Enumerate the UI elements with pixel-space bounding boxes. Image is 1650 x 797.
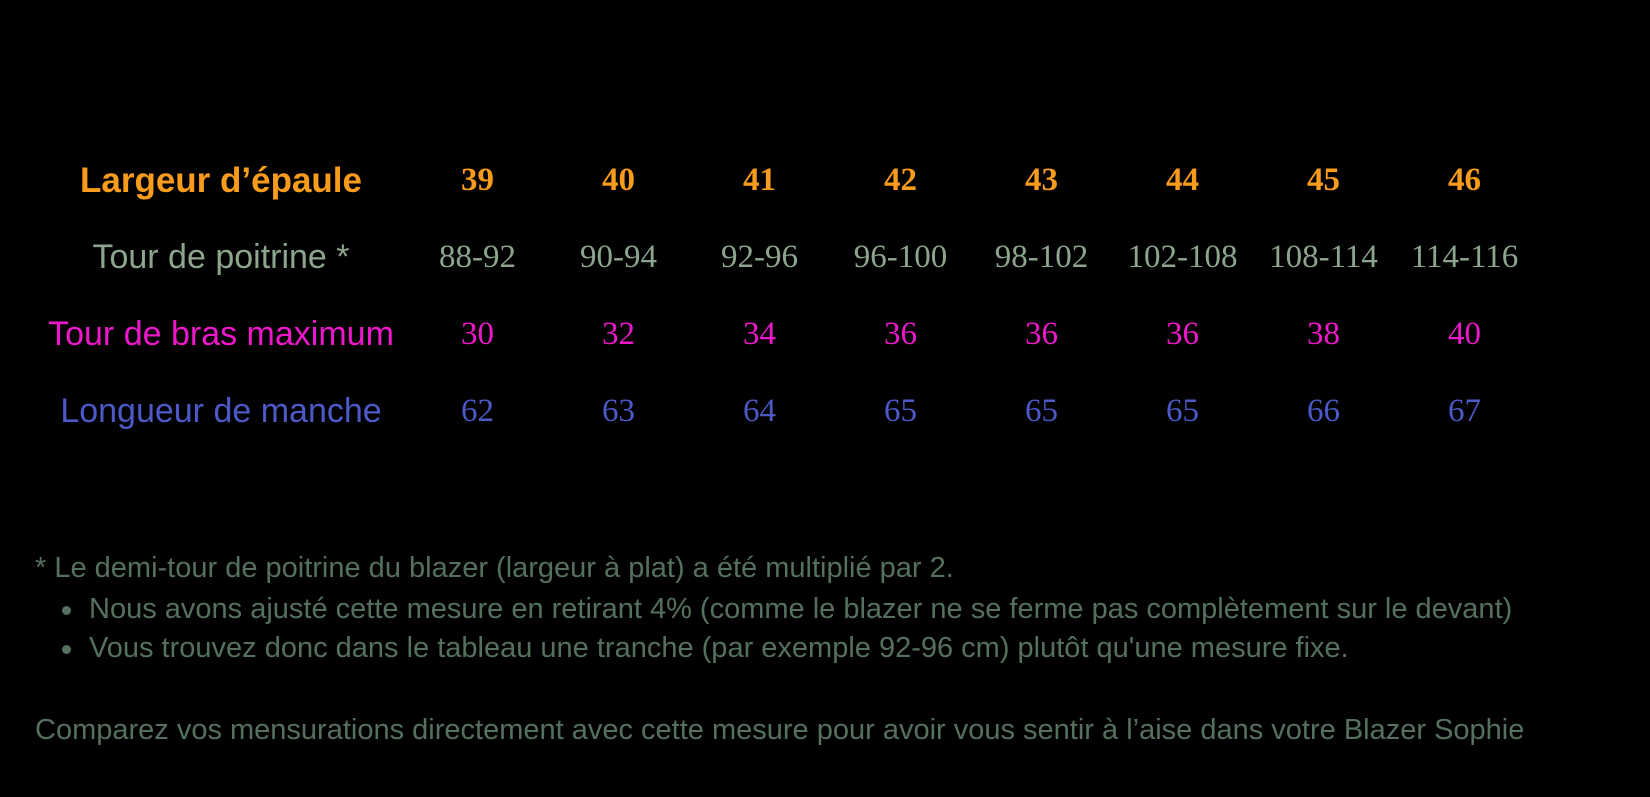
cell-largeur-depaule-1: 40 <box>602 162 635 198</box>
cell-largeur-depaule-6: 45 <box>1307 162 1340 198</box>
cell-longueur-de-manche-7: 67 <box>1448 393 1481 429</box>
cell-tour-de-poitrine-0: 88-92 <box>439 239 516 275</box>
cell-tour-de-bras-maximum-2: 34 <box>743 316 776 352</box>
footnote-asterisk: * Le demi-tour de poitrine du blazer (la… <box>35 552 954 584</box>
cell-tour-de-bras-maximum-1: 32 <box>602 316 635 352</box>
notes-block: * Le demi-tour de poitrine du blazer (la… <box>35 548 1610 779</box>
cell-largeur-depaule-4: 43 <box>1025 162 1058 198</box>
cell-tour-de-poitrine-4: 98-102 <box>994 239 1089 275</box>
closing-advice-text: Comparez vos mensurations directement av… <box>35 714 1525 746</box>
cell-largeur-depaule-2: 41 <box>743 162 776 198</box>
cell-longueur-de-manche-6: 66 <box>1307 393 1340 429</box>
cell-largeur-depaule-7: 46 <box>1448 162 1481 198</box>
row-label-tour-de-bras-maximum: Tour de bras maximum <box>48 315 394 353</box>
cell-tour-de-bras-maximum-0: 30 <box>461 316 494 352</box>
cell-longueur-de-manche-2: 64 <box>743 393 776 429</box>
size-chart-table: Largeur d’épaule 39 40 41 42 43 44 45 46 Tour de … <box>35 142 1535 450</box>
cell-tour-de-poitrine-1: 90-94 <box>580 239 657 275</box>
bullet-icon <box>62 645 71 654</box>
cell-longueur-de-manche-1: 63 <box>602 393 635 429</box>
cell-largeur-depaule-0: 39 <box>461 162 494 198</box>
cell-longueur-de-manche-5: 65 <box>1166 393 1199 429</box>
cell-tour-de-bras-maximum-7: 40 <box>1448 316 1481 352</box>
cell-tour-de-poitrine-7: 114-116 <box>1410 239 1519 275</box>
row-label-longueur-de-manche: Longueur de manche <box>60 392 382 430</box>
cell-longueur-de-manche-3: 65 <box>884 393 917 429</box>
note-bullet-text: Vous trouvez donc dans le tableau une tr… <box>89 632 1349 664</box>
cell-tour-de-bras-maximum-6: 38 <box>1307 316 1340 352</box>
row-label-largeur-depaule: Largeur d’épaule <box>79 160 363 200</box>
cell-tour-de-poitrine-5: 102-108 <box>1127 239 1238 275</box>
cell-tour-de-bras-maximum-4: 36 <box>1025 316 1058 352</box>
cell-longueur-de-manche-4: 65 <box>1025 393 1058 429</box>
cell-largeur-depaule-5: 44 <box>1166 162 1199 198</box>
cell-tour-de-bras-maximum-3: 36 <box>884 316 917 352</box>
cell-tour-de-poitrine-6: 108-114 <box>1269 239 1378 275</box>
cell-tour-de-poitrine-2: 92-96 <box>721 239 798 275</box>
cell-largeur-depaule-3: 42 <box>884 162 917 198</box>
cell-tour-de-poitrine-3: 96-100 <box>853 239 948 275</box>
note-bullet-item: Vous trouvez donc dans le tableau une tr… <box>62 629 1610 668</box>
cell-tour-de-bras-maximum-5: 36 <box>1166 316 1199 352</box>
cell-longueur-de-manche-0: 62 <box>461 393 494 429</box>
row-label-tour-de-poitrine: Tour de poitrine * <box>92 238 350 276</box>
note-bullet-item: Nous avons ajusté cette mesure en retira… <box>62 590 1610 629</box>
note-bullet-text: Nous avons ajusté cette mesure en retira… <box>89 593 1513 625</box>
notes-bullet-list: Nous avons ajusté cette mesure en retira… <box>35 590 1610 668</box>
bullet-icon <box>62 606 71 615</box>
